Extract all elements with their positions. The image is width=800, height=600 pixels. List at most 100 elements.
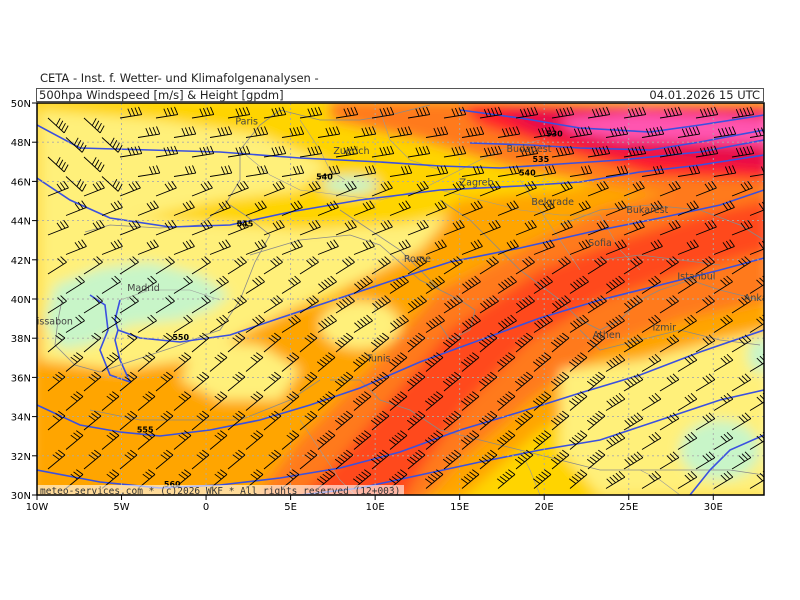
- wind-barb: [443, 295, 463, 314]
- wind-barb: [353, 165, 377, 177]
- lat-tick-label: 32N: [11, 452, 31, 463]
- lat-tick-label: 46N: [11, 177, 31, 188]
- wind-barb: [173, 275, 193, 294]
- wind-barb: [263, 180, 285, 197]
- wind-barb: [245, 239, 267, 255]
- lon-tick-label: 20E: [535, 502, 554, 513]
- wind-barb: [137, 430, 156, 450]
- wind-barb: [406, 332, 426, 353]
- wind-barb: [731, 256, 751, 275]
- wind-barb: [83, 156, 105, 173]
- wind-barb: [47, 256, 67, 275]
- wind-barb: [587, 219, 609, 236]
- lon-tick-label: 5E: [284, 502, 297, 513]
- wind-barb: [173, 165, 197, 177]
- wind-barb: [569, 200, 591, 216]
- wind-barb: [443, 106, 467, 119]
- wind-barb: [371, 145, 395, 158]
- wind-barb: [388, 391, 408, 411]
- wind-barb: [677, 471, 698, 489]
- wind-barb: [623, 219, 645, 236]
- wind-barb: [533, 200, 555, 216]
- city-label: Madrid: [127, 283, 160, 294]
- wind-barb: [227, 106, 251, 119]
- wind-barb: [713, 126, 737, 138]
- wind-barb: [83, 219, 105, 236]
- wind-barb: [479, 256, 499, 275]
- wind-barb: [245, 275, 265, 294]
- wind-barb: [425, 314, 445, 333]
- wind-barb: [335, 106, 359, 119]
- wind-barb: [137, 239, 159, 255]
- wind-barb: [119, 410, 138, 431]
- wind-barb: [623, 373, 644, 392]
- wind-barb: [316, 430, 336, 450]
- wind-barb: [641, 354, 662, 372]
- wind-barb: [587, 295, 607, 314]
- wind-barb: [352, 352, 372, 372]
- wind-barb: [569, 126, 593, 138]
- wind-barb: [209, 430, 228, 450]
- wind-barb: [281, 239, 303, 255]
- wind-barb: [370, 449, 390, 470]
- wind-barb: [731, 219, 753, 236]
- wind-barb: [227, 295, 247, 314]
- wind-barb: [587, 256, 607, 275]
- wind-barb: [47, 371, 66, 392]
- wind-barb: [317, 126, 341, 138]
- wind-barb: [551, 295, 571, 314]
- wind-barb: [47, 180, 69, 197]
- wind-barb: [389, 314, 409, 333]
- wind-barb: [101, 430, 120, 450]
- wind-barb: [101, 137, 123, 153]
- wind-barb: [119, 256, 139, 275]
- wind-barb: [497, 275, 517, 294]
- wind-barb: [155, 145, 179, 158]
- city-label: Rome: [404, 254, 431, 265]
- wind-barb: [442, 332, 462, 353]
- wind-barb: [515, 256, 535, 275]
- wind-barb: [677, 126, 701, 138]
- wind-barb: [695, 373, 716, 392]
- wind-barb: [713, 432, 734, 450]
- wind-barb: [227, 410, 246, 431]
- wind-barb: [569, 239, 591, 255]
- wind-barb: [749, 166, 764, 177]
- wind-barb: [191, 180, 213, 197]
- wind-barb: [299, 371, 318, 392]
- wind-barb: [263, 295, 283, 314]
- wind-barb: [461, 275, 481, 294]
- wind-barb: [334, 449, 354, 470]
- wind-barb: [281, 391, 300, 411]
- field-green-iberia: [45, 262, 230, 350]
- wind-barb: [623, 180, 645, 197]
- wind-barb: [263, 449, 282, 470]
- wind-barb: [335, 219, 357, 236]
- wind-barb: [514, 371, 534, 392]
- wind-barb: [659, 180, 681, 197]
- wind-barb: [586, 410, 606, 431]
- wind-barb: [460, 469, 480, 489]
- wind-barb: [353, 275, 373, 294]
- wind-barb: [370, 332, 390, 353]
- wind-barb: [641, 432, 662, 450]
- wind-barb: [568, 469, 588, 489]
- copyright-box: [37, 485, 404, 495]
- wind-barb: [515, 180, 537, 197]
- city-label: Athen: [593, 330, 621, 341]
- wind-barb: [533, 275, 553, 294]
- wind-barb: [731, 334, 752, 353]
- wind-barb: [551, 219, 573, 236]
- wind-barb: [191, 256, 211, 275]
- wind-barb: [533, 126, 557, 138]
- wind-barb: [155, 295, 175, 314]
- wind-barb: [659, 451, 680, 470]
- wind-barb: [623, 412, 644, 431]
- wind-barb: [209, 275, 229, 294]
- wind-barb: [281, 126, 305, 138]
- wind-barb: [497, 165, 521, 177]
- wind-barb: [677, 354, 698, 372]
- wind-barb: [623, 451, 644, 470]
- wind-barb: [479, 219, 501, 236]
